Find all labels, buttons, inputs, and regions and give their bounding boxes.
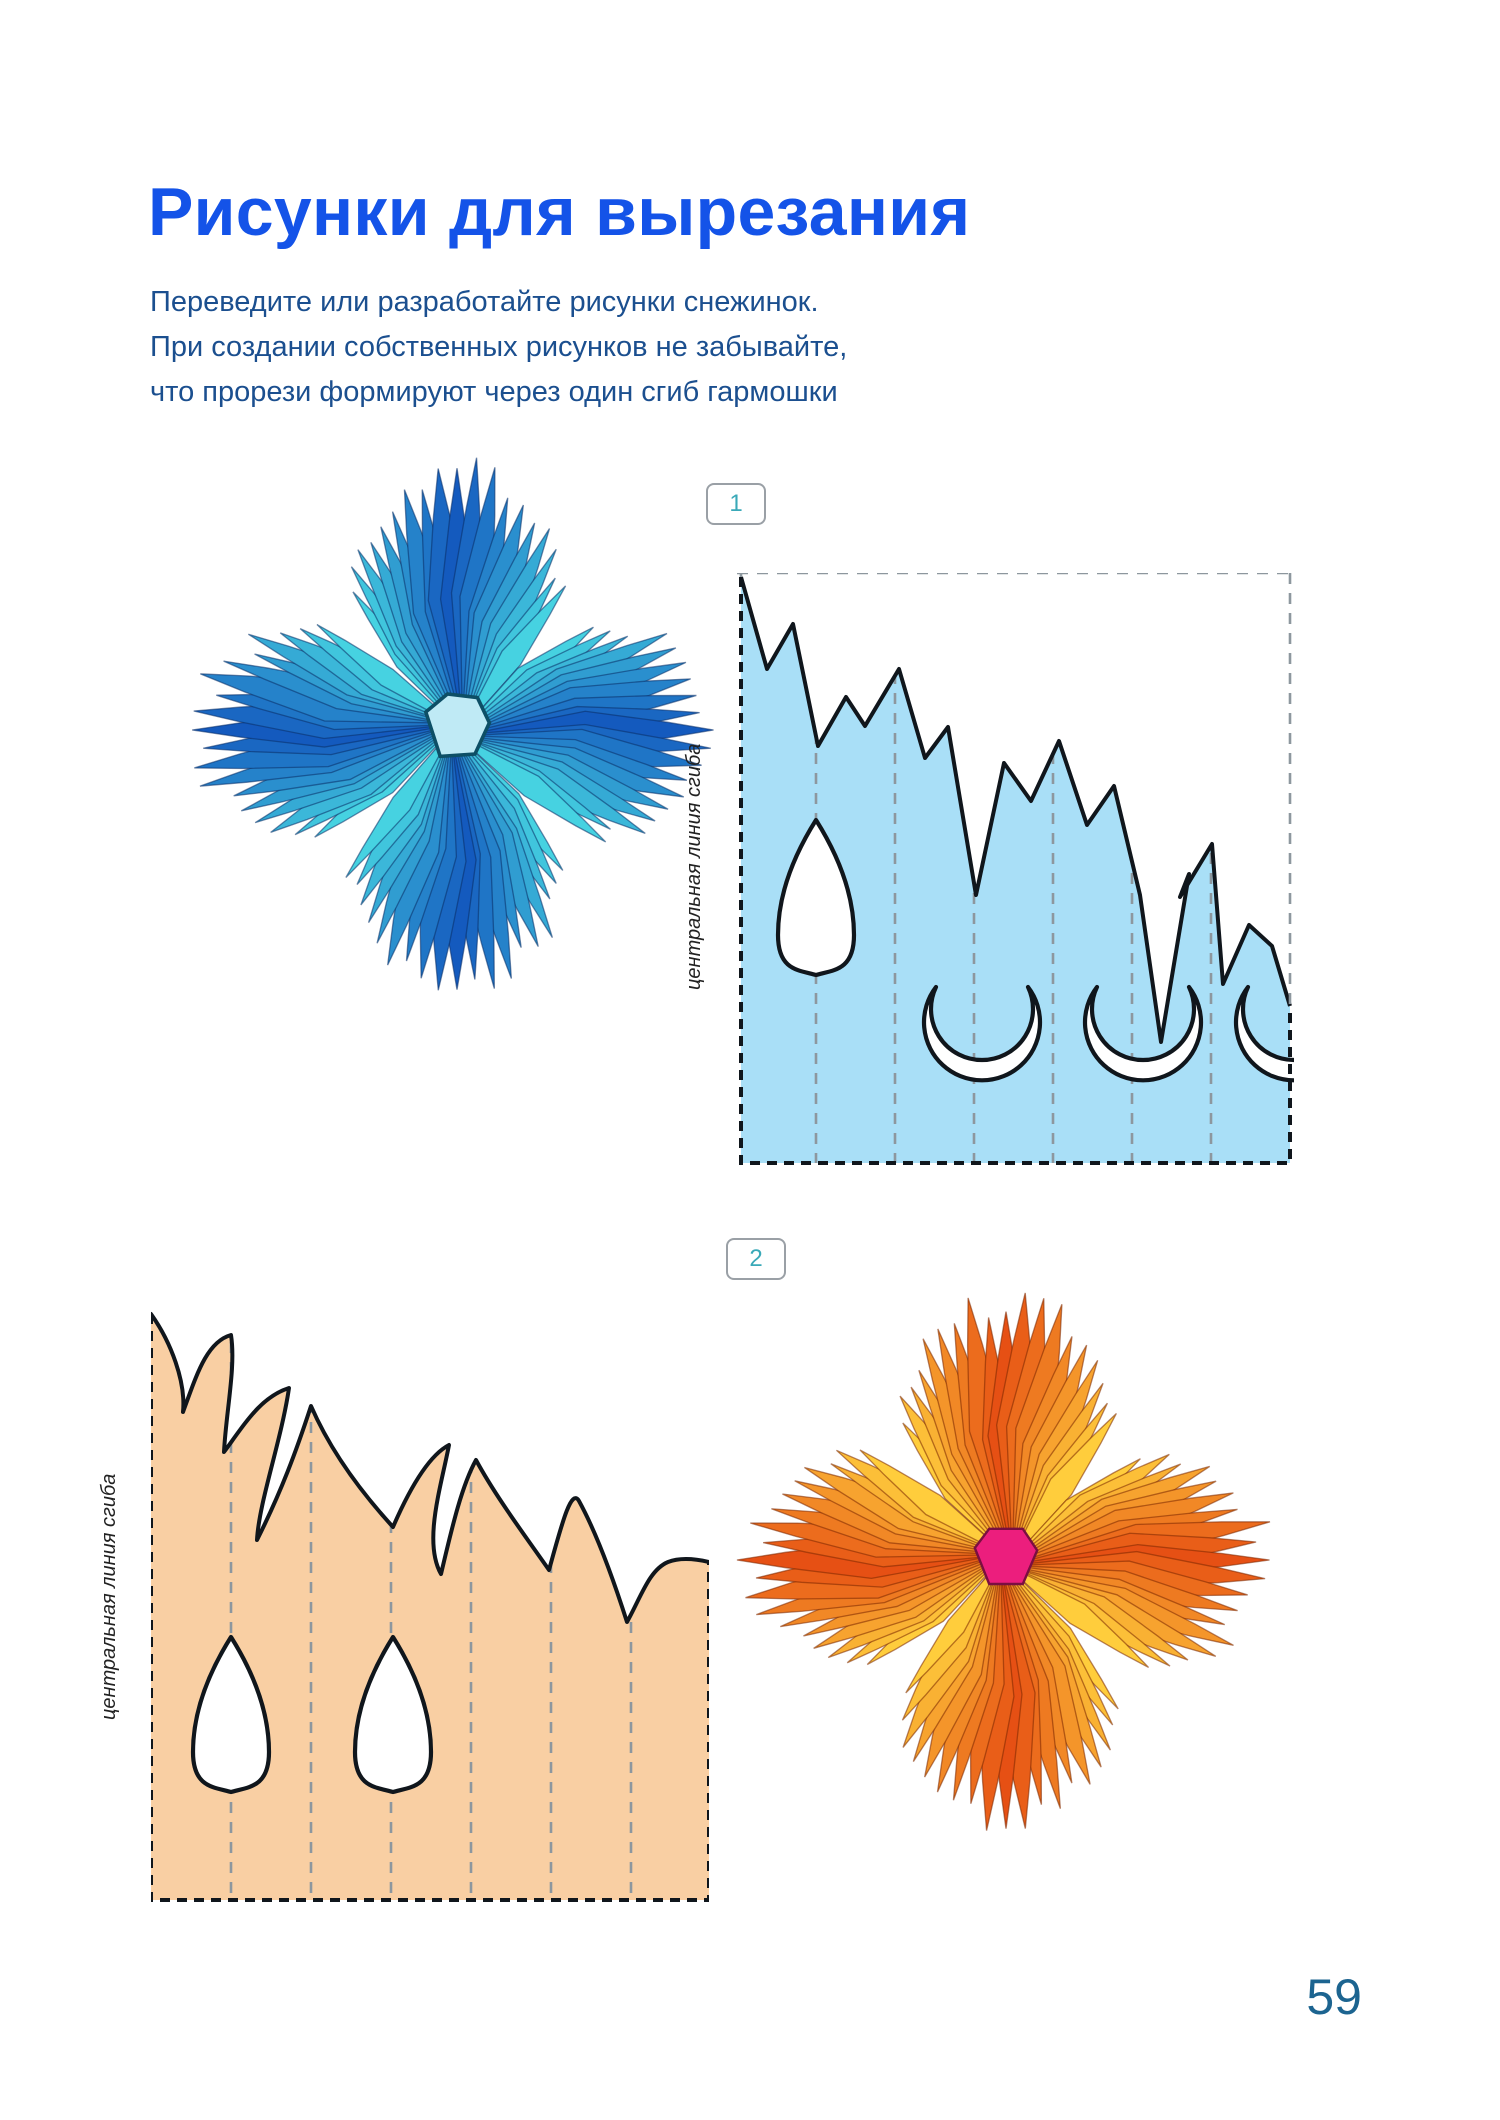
svg-text:центральная линия сгиба: центральная линия сгиба <box>98 1474 120 1720</box>
svg-text:центральная линия сгиба: центральная линия сгиба <box>683 744 705 990</box>
